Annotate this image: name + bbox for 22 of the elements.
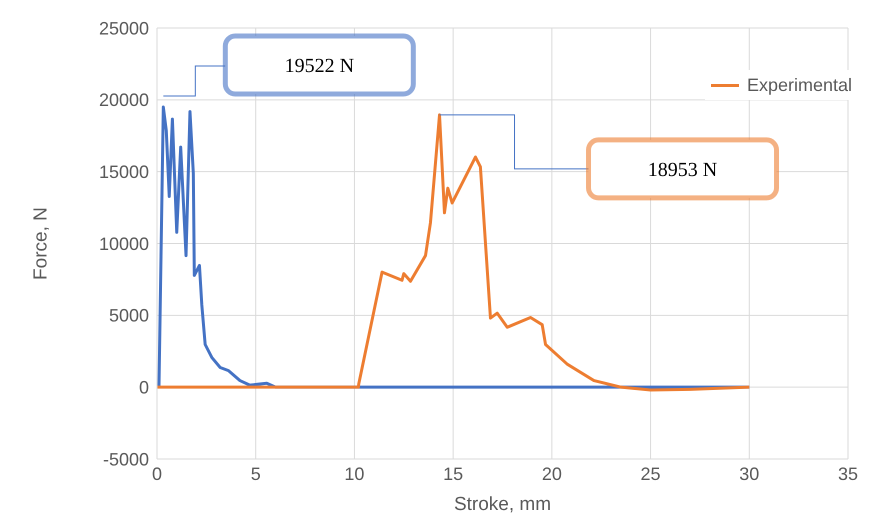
x-tick-label: 0: [152, 464, 162, 484]
y-tick-label: 5000: [108, 306, 149, 326]
x-tick-label: 10: [344, 464, 364, 484]
callout: 18953 N: [439, 114, 780, 200]
x-tick-label: 5: [250, 464, 261, 484]
callout: 19522 N: [162, 34, 416, 97]
annotation: 18953 N: [648, 158, 718, 181]
y-tick-label: 10000: [98, 234, 149, 254]
y-tick-label: 15000: [98, 162, 149, 182]
x-tick-label: 20: [542, 464, 562, 484]
y-tick-label: 25000: [98, 18, 149, 38]
y-tick-label: 0: [138, 378, 149, 398]
x-tick-label: 35: [838, 464, 858, 484]
y-axis-title: Force, N: [30, 207, 52, 280]
x-tick-label: 25: [640, 464, 661, 484]
y-tick-label: 20000: [98, 90, 149, 110]
x-tick-label: 30: [739, 464, 760, 484]
y-tick-label: -5000: [102, 449, 149, 470]
legend-label: Experimental: [746, 74, 852, 97]
annotation: 19522 N: [284, 55, 354, 78]
x-axis-title: Stroke, mm: [454, 494, 552, 515]
x-tick-label: 15: [443, 464, 464, 484]
